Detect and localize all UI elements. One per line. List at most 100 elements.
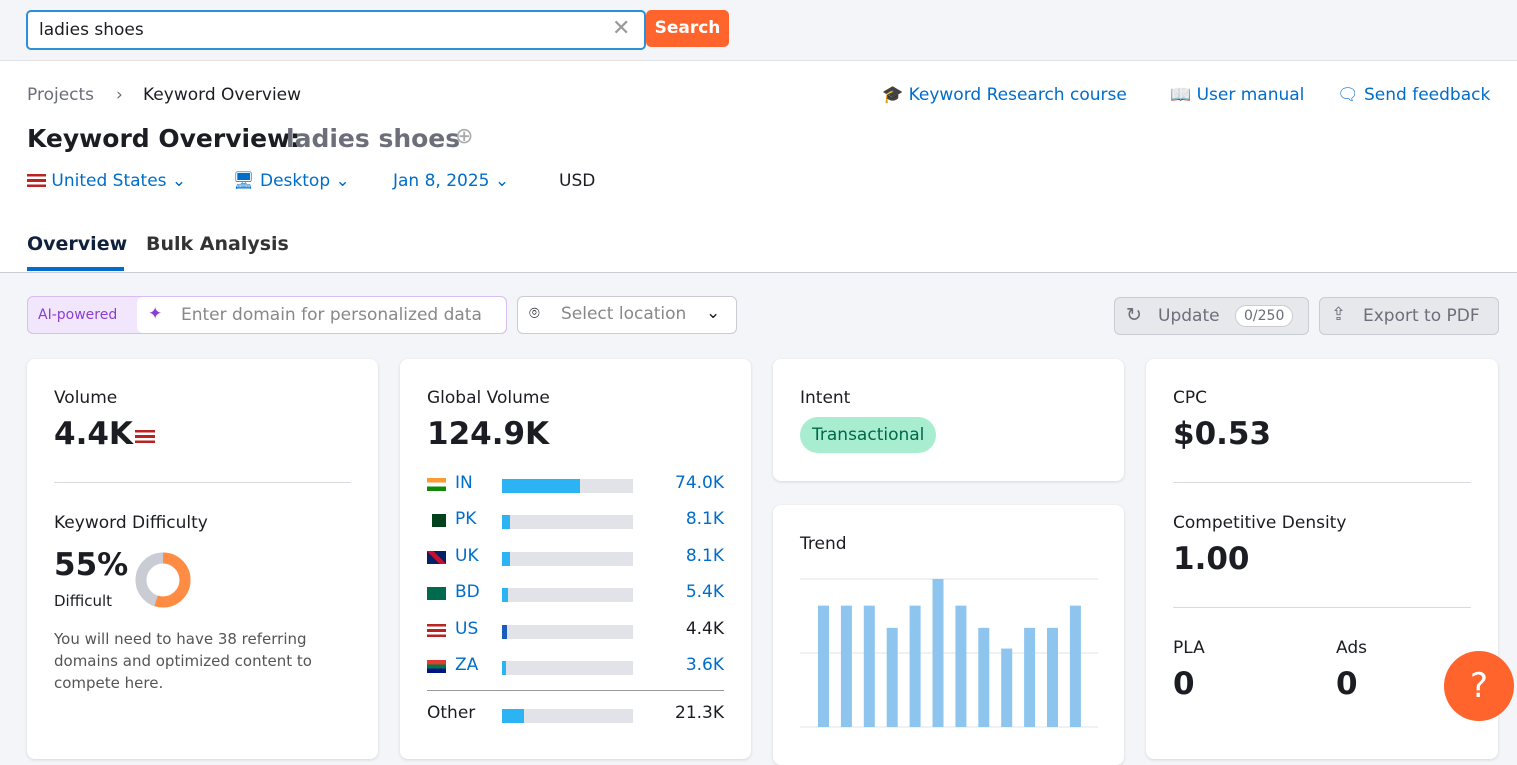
tab-underline xyxy=(27,267,124,271)
divider xyxy=(54,482,351,483)
flag xyxy=(427,550,446,564)
domain-field[interactable]: ✦ Enter domain for personalized data xyxy=(137,297,506,333)
link[interactable]: 🗨 Send feedback xyxy=(1337,85,1491,105)
donut-arc xyxy=(135,552,191,608)
country-code: US xyxy=(455,618,479,639)
trend-bar xyxy=(1069,605,1081,727)
trend-bar xyxy=(1024,627,1036,727)
bar-track xyxy=(502,709,633,723)
trend-bar xyxy=(886,627,898,727)
bar xyxy=(502,709,525,723)
filter[interactable]: United States ⌄ xyxy=(27,171,186,191)
link-text: Keyword Research course xyxy=(908,85,1127,105)
trend-bar xyxy=(863,605,875,727)
search-text: ladies shoes xyxy=(39,20,144,40)
trend-bar xyxy=(1047,627,1058,727)
divider xyxy=(1173,482,1471,483)
row-value: 74.0K xyxy=(675,473,724,493)
update-button[interactable]: ↻ Update 0/250 xyxy=(1114,297,1309,335)
trend-card: Trend xyxy=(773,505,1124,765)
cpc-card: CPC $0.53 Competitive Density 1.00 PLA 0… xyxy=(1146,359,1498,759)
tab[interactable]: Bulk Analysis xyxy=(146,233,289,255)
export-text: Export to PDF xyxy=(1363,306,1480,326)
divider xyxy=(1173,607,1471,608)
currency: USD xyxy=(559,171,596,191)
row-value: 21.3K xyxy=(675,703,724,723)
row-value: 5.4K xyxy=(685,582,724,603)
bar xyxy=(502,588,508,603)
ai-input[interactable]: AI-powered ✦ Enter domain for personaliz… xyxy=(27,296,507,334)
pin-icon: ⌾ xyxy=(529,303,540,324)
bar-track xyxy=(502,624,633,639)
intent-badge: Transactional xyxy=(800,417,937,453)
kd-note: You will need to have 38 referring domai… xyxy=(54,630,312,692)
intent-card: Intent Transactional xyxy=(773,359,1124,481)
row-value: 8.1K xyxy=(685,509,724,530)
card-value: $0.53 xyxy=(1173,416,1272,452)
card-label: Ads xyxy=(1336,638,1367,658)
card-label: Keyword Difficulty xyxy=(54,513,208,533)
clear-icon[interactable]: ✕ xyxy=(612,16,631,41)
kd-donut xyxy=(135,552,191,608)
trend-bar xyxy=(1001,648,1013,727)
flag xyxy=(27,174,46,187)
flag xyxy=(427,623,446,637)
trend-bar xyxy=(840,605,852,727)
bar xyxy=(502,479,580,493)
trend-bar xyxy=(978,627,990,727)
filter-text: Jan 8, 2025 xyxy=(393,171,490,191)
tab-active[interactable]: Overview xyxy=(27,233,128,255)
bar xyxy=(502,515,511,530)
country-code: UK xyxy=(455,545,479,566)
breadcrumb[interactable]: Projects xyxy=(27,85,95,105)
update-count: 0/250 xyxy=(1235,305,1294,327)
card-label: CPC xyxy=(1173,388,1207,408)
kd-value: 55% xyxy=(54,547,129,583)
sparkle: ✦ xyxy=(148,304,163,324)
card-value: 124.9K xyxy=(427,416,550,452)
card-label: PLA xyxy=(1173,638,1205,658)
search-button[interactable]: Search xyxy=(646,10,729,47)
page-title: Keyword Overview: xyxy=(27,124,301,153)
page: ladies shoes ✕ Search Projects › Keyword… xyxy=(0,10,1517,765)
link[interactable]: 🎓 Keyword Research course xyxy=(882,85,1127,105)
flag xyxy=(427,587,446,601)
help-button[interactable]: ? xyxy=(1444,651,1514,721)
bar-track xyxy=(502,551,633,566)
row-label: Other xyxy=(427,703,476,723)
row-value: 3.6K xyxy=(685,655,724,675)
flag xyxy=(427,514,446,528)
card-value: 0 xyxy=(1173,666,1195,702)
search-input[interactable]: ladies shoes ✕ xyxy=(26,10,646,50)
card-value: 0 xyxy=(1336,666,1358,702)
bar xyxy=(502,624,507,639)
filter[interactable]: Jan 8, 2025 ⌄ xyxy=(393,171,510,191)
divider xyxy=(427,690,724,691)
country-code: BD xyxy=(455,582,480,603)
trend-bar xyxy=(909,605,921,727)
filter[interactable]: 🖥 Desktop ⌄ xyxy=(233,171,350,191)
chevron: ⌄ xyxy=(706,303,721,323)
card-value: 4.4K xyxy=(54,416,133,452)
bar-track xyxy=(502,588,633,603)
location-select[interactable]: ⌾ Select location ⌄ xyxy=(517,296,737,334)
add-icon[interactable]: ⊕ xyxy=(455,124,474,149)
card-label: Trend xyxy=(800,534,847,554)
card-label: Global Volume xyxy=(427,388,550,408)
bar xyxy=(502,551,511,566)
filter-text: Desktop xyxy=(260,171,331,191)
header xyxy=(0,60,1517,273)
page-keyword: ladies shoes xyxy=(286,124,461,153)
export-icon: ⇪ xyxy=(1331,304,1347,325)
placeholder: Select location xyxy=(561,304,687,324)
link[interactable]: 📖 User manual xyxy=(1170,85,1305,105)
export-button[interactable]: ⇪ Export to PDF xyxy=(1319,297,1499,335)
global-volume-card: Global Volume 124.9K IN 74.0K PK 8.1K UK 8.1K… xyxy=(400,359,751,759)
country-code: IN xyxy=(455,473,473,493)
flag xyxy=(427,660,446,673)
placeholder: Enter domain for personalized data xyxy=(181,305,482,325)
card-label: Competitive Density xyxy=(1173,513,1347,533)
trend-bar xyxy=(932,579,944,727)
update-text: Update xyxy=(1158,306,1220,326)
country-code: ZA xyxy=(455,655,479,675)
